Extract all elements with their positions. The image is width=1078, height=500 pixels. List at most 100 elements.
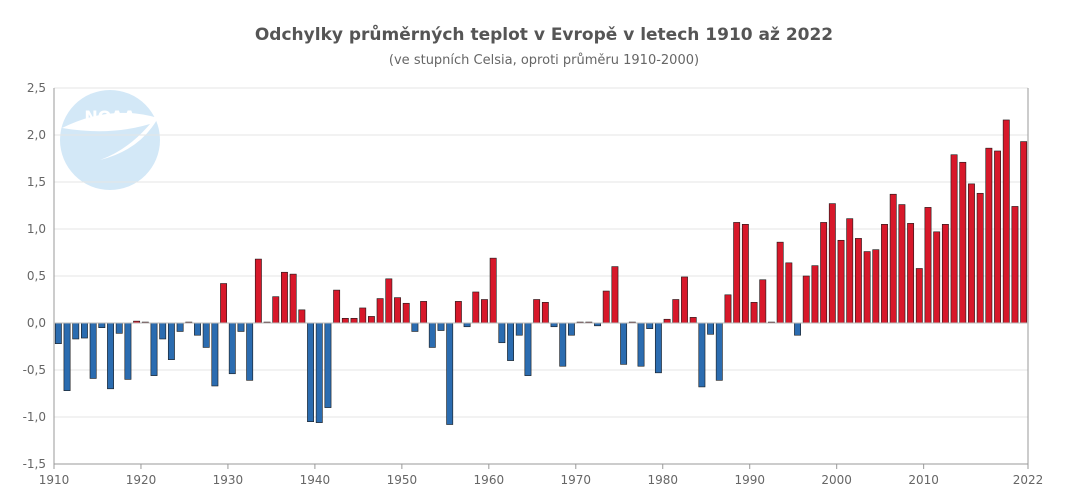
bar-2012	[933, 231, 941, 324]
bar-1985	[698, 322, 706, 388]
x-tick-label: 1930	[213, 473, 244, 487]
bar-1918	[115, 322, 123, 334]
x-tick-label: 1920	[126, 473, 157, 487]
bar-1974	[602, 290, 610, 324]
x-tick-label: 1940	[300, 473, 331, 487]
x-tick-label: 2022	[1013, 473, 1044, 487]
y-tick-label: 1,0	[27, 222, 46, 236]
y-tick-label: 0,0	[27, 316, 46, 330]
axes	[53, 88, 1029, 465]
bar-1988	[724, 294, 732, 324]
bar-1912	[63, 322, 71, 391]
bar-1948	[376, 298, 384, 324]
bar-1975	[611, 266, 619, 324]
bar-2021	[1011, 206, 1019, 324]
bar-2016	[968, 183, 975, 324]
bar-1923	[159, 322, 167, 340]
bar-1969	[559, 322, 567, 367]
y-tick-label: 1,5	[27, 175, 46, 189]
bar-1919	[124, 322, 132, 380]
bar-2002	[846, 218, 854, 324]
y-tick-label: 2,0	[27, 128, 46, 142]
noaa-logo-circle	[60, 90, 160, 190]
bar-2009	[907, 223, 915, 324]
bar-1963	[507, 322, 514, 361]
bar-1959	[472, 291, 480, 324]
bar-1978	[637, 322, 645, 367]
bar-1916	[98, 322, 106, 328]
bar-1914	[81, 322, 88, 339]
bar-1944	[341, 317, 349, 324]
bar-1933	[246, 322, 254, 381]
bar-1999	[820, 222, 828, 324]
bar-1913	[72, 322, 80, 340]
bar-1986	[707, 322, 715, 335]
bar-1961	[489, 257, 497, 324]
bar-1946	[359, 307, 367, 324]
y-tick-label: -0,5	[23, 363, 46, 377]
bar-1960	[481, 299, 488, 324]
bar-1927	[194, 322, 201, 336]
bar-1947	[367, 316, 375, 324]
bar-1929	[211, 322, 219, 387]
x-tick-label: 2000	[821, 473, 852, 487]
bar-1956	[446, 322, 454, 425]
bar-1922	[150, 322, 158, 376]
bar-2010	[915, 268, 923, 324]
bar-2022	[1020, 141, 1028, 324]
bar-1911	[54, 322, 62, 344]
x-tick-label: 1910	[39, 473, 70, 487]
bar-2004	[863, 251, 871, 324]
bar-1950	[394, 297, 401, 324]
x-tick-label: 2010	[908, 473, 939, 487]
bar-1951	[402, 302, 410, 324]
bar-1952	[411, 322, 419, 332]
chart-title: Odchylky průměrných teplot v Evropě v le…	[255, 23, 833, 45]
y-tick-label: -1,0	[23, 410, 46, 424]
bar-1931	[228, 322, 236, 375]
bar-2001	[837, 239, 845, 324]
bar-1955	[437, 322, 445, 331]
bar-1924	[167, 322, 175, 360]
bar-1976	[620, 322, 628, 365]
noaa-logo: NOAA	[60, 90, 160, 190]
bar-2006	[881, 224, 888, 324]
bar-1990	[741, 224, 749, 324]
noaa-gull-icon	[62, 112, 158, 160]
bar-1915	[89, 322, 97, 379]
bar-1953	[420, 301, 428, 324]
bar-1957	[454, 301, 462, 324]
bar-1968	[550, 322, 558, 328]
x-tick-label: 1990	[734, 473, 765, 487]
bar-1938	[289, 273, 297, 324]
bar-1932	[237, 322, 245, 332]
bar-1939	[298, 309, 306, 324]
bar-1996	[794, 322, 801, 336]
bar-1964	[515, 322, 523, 336]
bar-1989	[733, 222, 741, 324]
bar-1997	[802, 275, 810, 324]
bar-2014	[950, 154, 958, 324]
x-tick-label: 1960	[474, 473, 505, 487]
bar-1949	[385, 278, 393, 324]
bar-1936	[272, 296, 280, 324]
bar-1983	[681, 276, 688, 324]
bar-1970	[568, 322, 575, 336]
bar-1995	[785, 262, 793, 324]
y-axis-ticks: 2,5 2,0 1,5 1,0 0,5 0,0 -0,5 -1,0 -1,5	[23, 81, 46, 471]
bar-2005	[872, 249, 880, 324]
bar-1934	[254, 258, 262, 324]
y-tick-label: 2,5	[27, 81, 46, 95]
bar-1943	[333, 289, 341, 324]
bar-1940	[307, 322, 314, 422]
bar-2007	[889, 193, 897, 324]
bar-2017	[976, 192, 984, 324]
bars	[54, 119, 1028, 425]
bar-2015	[959, 161, 967, 324]
bar-1984	[689, 317, 697, 324]
y-tick-label: -1,5	[23, 457, 46, 471]
bar-2008	[898, 204, 906, 324]
bar-1967	[541, 302, 549, 324]
x-tick-label: 1970	[561, 473, 592, 487]
